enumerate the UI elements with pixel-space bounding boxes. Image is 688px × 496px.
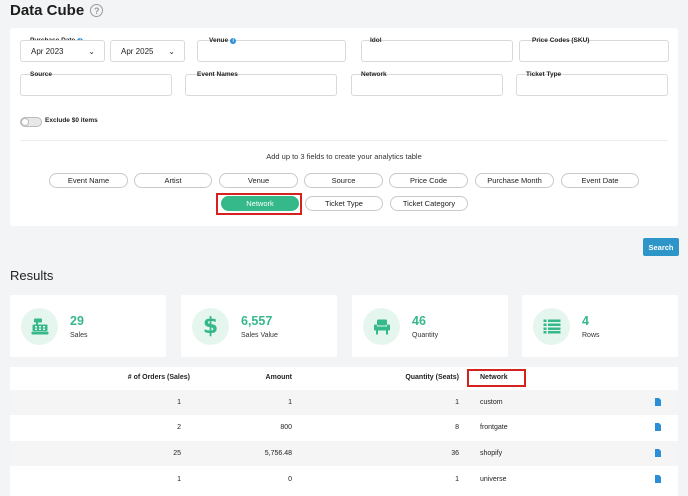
field-chip-source[interactable]: Source [304,173,383,188]
field-chip-event-date[interactable]: Event Date [561,173,639,188]
ticket-type-field[interactable] [516,74,668,96]
cell-quantity: 36 [451,450,459,457]
cell-orders: 1 [177,476,181,483]
info-icon[interactable]: i [230,37,237,44]
cell-orders: 1 [177,399,181,406]
results-table: # of Orders (Sales) Amount Quantity (Sea… [10,367,678,496]
column-header-quantity[interactable]: Quantity (Seats) [405,374,459,381]
cell-quantity: 1 [455,399,459,406]
table-row: 1 0 1 universe [10,467,678,492]
field-chip-price-code[interactable]: Price Code [389,173,468,188]
help-icon[interactable]: ? [90,4,104,17]
column-header-orders[interactable]: # of Orders (Sales) [127,374,190,381]
price-codes-label: Price Codes (SKU) [532,37,590,44]
stat-rows-value: 4 [582,314,589,328]
cell-amount: 5,756.48 [264,450,292,457]
field-chip-network[interactable]: Network [221,196,299,211]
column-header-network[interactable]: Network [480,374,508,381]
cell-amount: 800 [280,424,292,431]
stat-card-rows: 4 Rows [522,295,678,357]
stat-rows-label: Rows [582,332,600,339]
stat-card-sales-value: $ 6,557 Sales Value [181,295,337,357]
date-from-value: Apr 2023 [31,47,64,56]
table-header: # of Orders (Sales) Amount Quantity (Sea… [10,367,678,392]
stat-quantity-value: 46 [412,314,426,328]
document-icon[interactable] [655,398,661,406]
stat-sales-value-label: Sales Value [241,332,278,339]
cell-network: frontgate [480,424,508,431]
stat-quantity-label: Quantity [412,332,439,339]
source-field[interactable] [20,74,172,96]
document-icon[interactable] [655,423,661,431]
cell-amount: 0 [288,476,292,483]
seat-icon [363,308,400,345]
filter-card: Purchase Datei Apr 2023 ⌄ – Apr 2025 ⌄ V… [10,28,678,226]
divider [20,140,668,141]
table-row: 25 5,756.48 36 shopify [10,441,678,466]
cell-amount: 1 [288,399,292,406]
date-from-select[interactable]: Apr 2023 ⌄ [20,40,105,62]
cell-quantity: 8 [455,424,459,431]
toggle-knob [21,118,29,126]
field-chip-ticket-category[interactable]: Ticket Category [390,196,468,211]
cell-quantity: 1 [455,476,459,483]
stat-sales-value-value: 6,557 [241,314,273,328]
date-to-select[interactable]: Apr 2025 ⌄ [110,40,185,62]
table-row: 1 1 1 custom [10,390,678,415]
search-button[interactable]: Search [643,238,679,256]
table-row: 2 800 8 frontgate [10,415,678,440]
column-header-amount[interactable]: Amount [265,374,292,381]
cell-orders: 25 [173,450,181,457]
network-column-highlight [467,369,526,387]
stat-card-sales: 29 Sales [10,295,166,357]
stat-sales-value: 29 [70,314,84,328]
cell-network: shopify [480,450,503,457]
ticket-type-label: Ticket Type [526,71,562,78]
cell-network: custom [480,399,503,406]
network-field[interactable] [351,74,503,96]
dollar-icon: $ [192,308,229,345]
field-chip-event-name[interactable]: Event Name [49,173,128,188]
field-chip-purchase-month[interactable]: Purchase Month [475,173,554,188]
cell-network: universe [480,476,507,483]
page-title: Data Cube ? [10,2,104,19]
venue-label: Venue i [209,37,237,44]
cash-register-icon [21,308,58,345]
results-title: Results [10,268,54,283]
idol-label: Idol [370,37,382,44]
field-chip-artist[interactable]: Artist [134,173,212,188]
field-chip-venue[interactable]: Venue [219,173,298,188]
price-codes-field[interactable] [519,40,669,62]
chevron-down-icon: ⌄ [168,47,175,56]
exclude-zero-label: Exclude $0 items [45,117,98,124]
venue-field[interactable] [197,40,346,62]
list-icon [533,308,570,345]
chevron-down-icon: ⌄ [88,47,95,56]
exclude-zero-toggle[interactable] [20,117,42,127]
fields-hint: Add up to 3 fields to create your analyt… [266,152,422,161]
page-title-text: Data Cube [10,2,85,19]
network-chip-highlight [216,193,302,215]
idol-field[interactable] [361,40,513,62]
date-to-value: Apr 2025 [121,47,154,56]
cell-orders: 2 [177,424,181,431]
document-icon[interactable] [655,449,661,457]
stat-sales-label: Sales [70,332,88,339]
field-chip-ticket-type[interactable]: Ticket Type [305,196,383,211]
source-label: Source [30,71,53,78]
document-icon[interactable] [655,475,661,483]
event-names-label: Event Names [197,71,238,78]
network-label: Network [361,71,387,78]
stat-card-quantity: 46 Quantity [352,295,508,357]
event-names-field[interactable] [185,74,337,96]
